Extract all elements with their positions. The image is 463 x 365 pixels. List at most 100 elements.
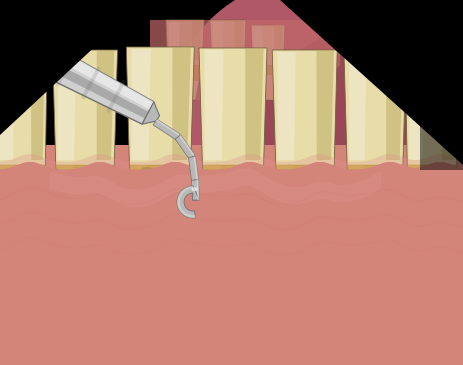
Polygon shape: [194, 157, 199, 180]
Polygon shape: [166, 20, 204, 100]
Polygon shape: [234, 20, 244, 60]
Polygon shape: [179, 135, 195, 156]
Ellipse shape: [9, 208, 21, 216]
Polygon shape: [192, 180, 200, 200]
Polygon shape: [0, 154, 463, 170]
Polygon shape: [276, 165, 294, 215]
Ellipse shape: [138, 205, 156, 216]
Polygon shape: [142, 102, 159, 124]
Ellipse shape: [151, 217, 163, 224]
Ellipse shape: [12, 183, 25, 191]
Ellipse shape: [247, 195, 261, 204]
Ellipse shape: [240, 198, 257, 209]
Polygon shape: [97, 50, 114, 160]
Ellipse shape: [170, 0, 463, 250]
Ellipse shape: [240, 15, 463, 235]
Polygon shape: [56, 53, 76, 87]
Ellipse shape: [206, 173, 223, 184]
Polygon shape: [0, 0, 145, 70]
Polygon shape: [188, 157, 199, 180]
Polygon shape: [0, 165, 45, 234]
Polygon shape: [295, 0, 463, 150]
Polygon shape: [0, 165, 13, 234]
Polygon shape: [177, 186, 195, 218]
Polygon shape: [0, 177, 463, 210]
Polygon shape: [0, 162, 463, 365]
Ellipse shape: [94, 193, 101, 197]
Polygon shape: [386, 53, 403, 160]
Ellipse shape: [286, 193, 303, 204]
Polygon shape: [0, 197, 463, 230]
Polygon shape: [126, 47, 194, 290]
Ellipse shape: [22, 218, 28, 221]
Ellipse shape: [200, 0, 463, 247]
Polygon shape: [0, 9, 154, 109]
Polygon shape: [169, 22, 180, 60]
Polygon shape: [344, 53, 406, 285]
Polygon shape: [156, 119, 180, 136]
Ellipse shape: [316, 174, 325, 180]
Ellipse shape: [260, 25, 463, 225]
Polygon shape: [280, 0, 463, 165]
Ellipse shape: [15, 199, 25, 205]
Polygon shape: [0, 0, 60, 100]
Polygon shape: [277, 52, 295, 160]
Polygon shape: [0, 55, 47, 285]
Polygon shape: [153, 119, 180, 140]
Polygon shape: [177, 186, 200, 218]
Polygon shape: [0, 0, 145, 135]
Polygon shape: [0, 162, 463, 365]
Polygon shape: [408, 165, 456, 194]
Polygon shape: [5, 27, 25, 60]
Ellipse shape: [63, 217, 77, 226]
Ellipse shape: [249, 211, 258, 217]
Polygon shape: [192, 20, 202, 60]
Polygon shape: [131, 49, 151, 160]
Ellipse shape: [75, 182, 89, 190]
Ellipse shape: [5, 224, 18, 232]
Polygon shape: [130, 165, 190, 230]
Polygon shape: [0, 23, 149, 119]
Polygon shape: [58, 52, 76, 160]
Polygon shape: [81, 66, 101, 100]
Polygon shape: [106, 80, 126, 113]
Polygon shape: [56, 165, 113, 231]
Polygon shape: [0, 145, 463, 365]
Ellipse shape: [177, 166, 190, 174]
Polygon shape: [210, 20, 246, 100]
Polygon shape: [405, 57, 460, 283]
Polygon shape: [0, 9, 154, 124]
Polygon shape: [212, 65, 244, 76]
Polygon shape: [52, 50, 118, 287]
Polygon shape: [245, 48, 263, 160]
Polygon shape: [199, 48, 267, 289]
Polygon shape: [348, 165, 364, 202]
Polygon shape: [251, 25, 285, 100]
Ellipse shape: [82, 222, 90, 227]
Polygon shape: [213, 22, 223, 60]
Ellipse shape: [283, 199, 298, 207]
Ellipse shape: [309, 179, 325, 188]
Polygon shape: [348, 165, 402, 202]
Polygon shape: [56, 165, 74, 231]
Polygon shape: [274, 25, 283, 60]
Polygon shape: [203, 165, 221, 224]
Ellipse shape: [302, 204, 311, 210]
Polygon shape: [349, 55, 366, 160]
Ellipse shape: [221, 177, 239, 187]
Polygon shape: [212, 65, 222, 76]
Polygon shape: [168, 65, 202, 81]
Polygon shape: [253, 65, 262, 74]
Polygon shape: [203, 165, 263, 224]
Ellipse shape: [11, 192, 24, 200]
Polygon shape: [408, 165, 422, 194]
Ellipse shape: [170, 198, 185, 207]
Ellipse shape: [300, 203, 316, 212]
Polygon shape: [317, 50, 334, 160]
Polygon shape: [276, 165, 334, 215]
Polygon shape: [409, 59, 425, 160]
Ellipse shape: [57, 195, 74, 205]
Polygon shape: [420, 0, 463, 170]
Polygon shape: [272, 50, 337, 287]
Polygon shape: [253, 65, 283, 74]
